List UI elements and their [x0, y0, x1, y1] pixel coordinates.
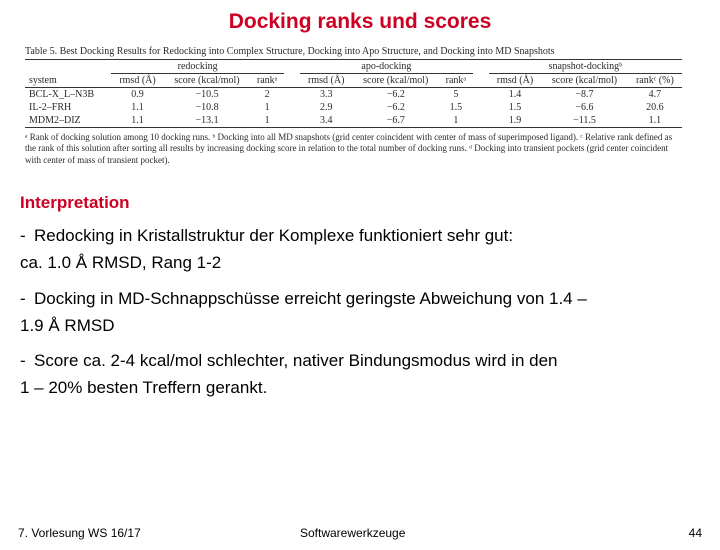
results-table: redocking apo-docking snapshot-dockingᵇ … [25, 59, 682, 128]
footer-mid: Softwarewerkzeuge [300, 526, 405, 540]
col-rmsd-2: rmsd (Å) [300, 74, 352, 88]
col-rank-1: rankᵃ [250, 74, 284, 88]
col-rmsd-1: rmsd (Å) [111, 74, 163, 88]
bullet-1-text: Redocking in Kristallstruktur der Komple… [34, 225, 513, 246]
bullet-1: - Redocking in Kristallstruktur der Komp… [20, 225, 700, 246]
table-footnotes: ᵃ Rank of docking solution among 10 dock… [25, 132, 682, 166]
table-figure: Table 5. Best Docking Results for Redock… [25, 46, 682, 166]
slide-title: Docking ranks und scores [0, 10, 720, 34]
table-row: IL-2–FRH 1.1 −10.8 1 2.9 −6.2 1.5 1.5 −6… [25, 101, 682, 114]
bullet-3: - Score ca. 2-4 kcal/mol schlechter, nat… [20, 350, 700, 371]
col-group-apo: apo-docking [300, 60, 473, 74]
bullet-3-text: Score ca. 2-4 kcal/mol schlechter, nativ… [34, 350, 557, 371]
bullet-2-text: Docking in MD-Schnappschüsse erreicht ge… [34, 288, 587, 309]
footer-left: 7. Vorlesung WS 16/17 [18, 526, 141, 540]
dash-icon: - [20, 225, 34, 246]
table-caption: Table 5. Best Docking Results for Redock… [25, 46, 682, 59]
col-rankc-3: rankᶜ (%) [628, 74, 682, 88]
footer-right: 44 [689, 526, 702, 540]
col-group-redocking: redocking [111, 60, 284, 74]
bullet-1-cont: ca. 1.0 Å RMSD, Rang 1-2 [20, 252, 700, 273]
bullet-2: - Docking in MD-Schnappschüsse erreicht … [20, 288, 700, 309]
bullet-3-cont: 1 – 20% besten Treffern gerankt. [20, 377, 700, 398]
interpretation-heading: Interpretation [20, 192, 700, 213]
dash-icon: - [20, 288, 34, 309]
table-row: BCL-X_L–N3B 0.9 −10.5 2 3.3 −6.2 5 1.4 −… [25, 88, 682, 102]
col-rmsd-3: rmsd (Å) [489, 74, 541, 88]
col-group-snapshot: snapshot-dockingᵇ [489, 60, 682, 74]
bullet-2-cont: 1.9 Å RMSD [20, 315, 700, 336]
col-rank-2: rankᵃ [439, 74, 473, 88]
col-score-1: score (kcal/mol) [164, 74, 251, 88]
col-score-2: score (kcal/mol) [352, 74, 439, 88]
interpretation-block: Interpretation - Redocking in Kristallst… [20, 192, 700, 399]
table-row: MDM2–DIZ 1.1 −13.1 1 3.4 −6.7 1 1.9 −11.… [25, 114, 682, 128]
col-score-3: score (kcal/mol) [541, 74, 628, 88]
col-system: system [25, 74, 111, 88]
dash-icon: - [20, 350, 34, 371]
